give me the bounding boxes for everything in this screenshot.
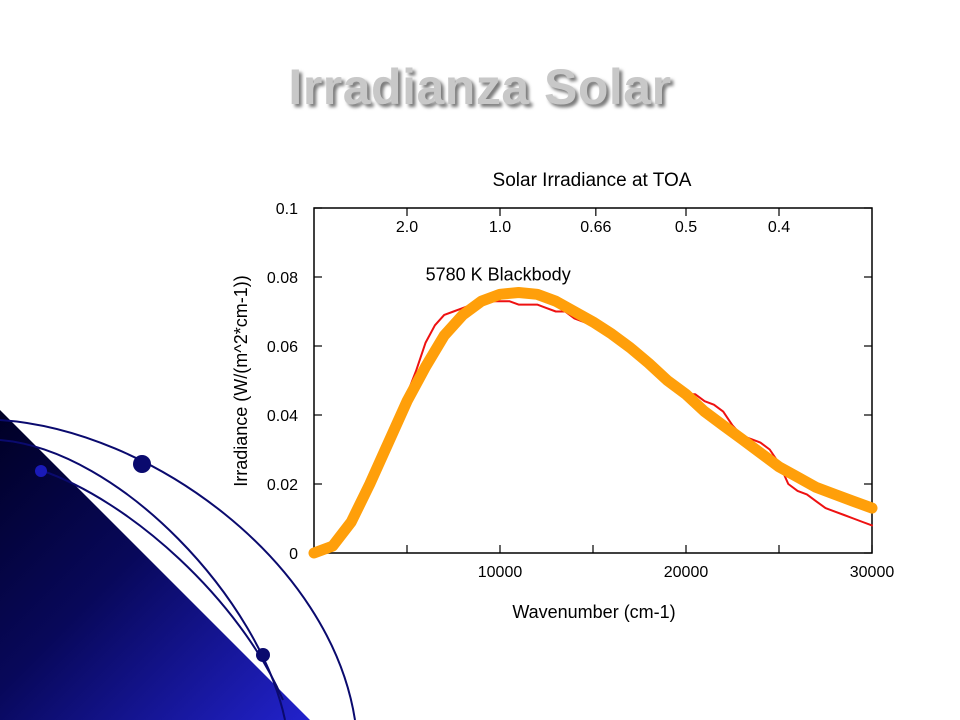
- top-axis-tick-label: 0.66: [580, 219, 611, 236]
- y-tick-label: 0.1: [276, 201, 298, 218]
- x-tick-label: 20000: [664, 564, 709, 581]
- y-tick-label: 0.02: [267, 477, 298, 494]
- decorative-dot-large: [133, 455, 151, 473]
- y-tick-label: 0.06: [267, 339, 298, 356]
- top-axis-tick-label: 0.4: [768, 219, 790, 236]
- blackbody-curve-line: [308, 287, 878, 559]
- x-axis-label: Wavenumber (cm-1): [512, 602, 675, 622]
- y-axis-label: Irradiance (W/(m^2*cm-1)): [231, 275, 251, 486]
- decorative-arc-outer: [0, 419, 356, 720]
- dark-blue-triangle-shape: [0, 410, 310, 720]
- top-axis-tick-label: 1.0: [489, 219, 511, 236]
- top-axis-tick-label: 0.5: [675, 219, 697, 236]
- decorative-dot-small: [35, 465, 47, 477]
- top-axis-tick-label: 2.0: [396, 219, 418, 236]
- y-tick-label: 0.04: [267, 408, 298, 425]
- x-tick-label: 30000: [850, 564, 895, 581]
- plot-frame: [313, 207, 873, 554]
- slide-title: Irradianza Solar: [288, 59, 672, 115]
- y-tick-label: 0.08: [267, 270, 298, 287]
- chart-title: Solar Irradiance at TOA: [493, 170, 692, 191]
- decorative-dot-bottom: [256, 648, 270, 662]
- x-tick-label: 10000: [478, 564, 523, 581]
- blackbody-annotation: 5780 K Blackbody: [426, 264, 571, 284]
- y-tick-label: 0: [289, 546, 298, 563]
